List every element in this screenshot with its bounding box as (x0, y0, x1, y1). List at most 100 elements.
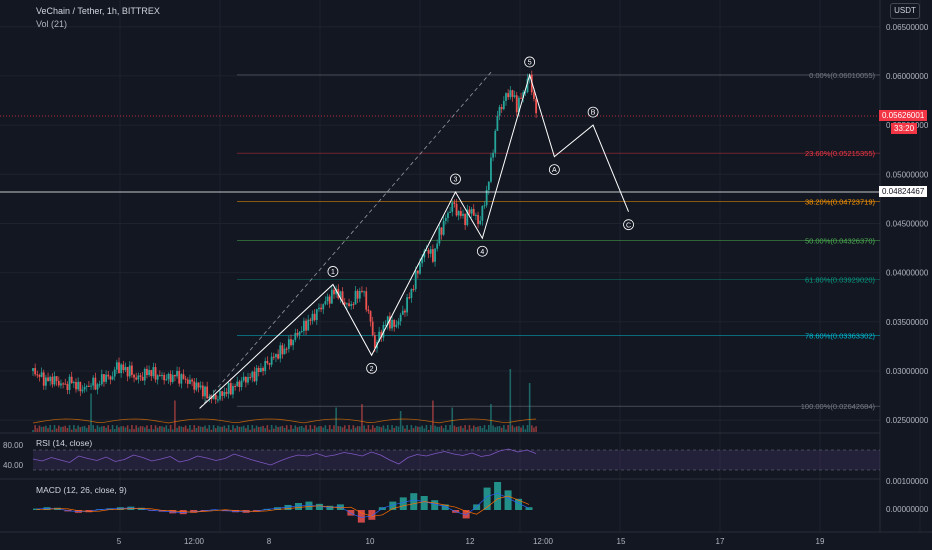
volume-bar (154, 425, 157, 432)
candle-body (298, 331, 301, 335)
candle-body (410, 289, 413, 299)
candle-body (363, 291, 365, 293)
volume-bar (161, 426, 163, 432)
candle-body (292, 339, 295, 346)
volume-bar (128, 429, 131, 432)
candle-body (305, 320, 307, 331)
candle-body (339, 291, 342, 299)
volume-bar (320, 426, 322, 432)
candle-body (195, 382, 198, 390)
candle-body (128, 365, 131, 377)
volume-bar (273, 428, 275, 432)
candle-body (378, 331, 381, 342)
candle-body (434, 248, 436, 262)
candle-body (92, 377, 95, 386)
candle-body (315, 309, 318, 321)
volume-bar (434, 425, 436, 432)
volume-bar (350, 429, 352, 432)
candle-body (311, 313, 314, 321)
y-tick-label: 0.04500000 (886, 219, 929, 228)
volume-bar (187, 428, 189, 432)
volume-bar (363, 425, 365, 432)
volume-bar (479, 425, 481, 432)
volume-bar (191, 429, 193, 432)
volume-bar (421, 425, 423, 432)
candle-body (361, 290, 363, 292)
volume-bar (399, 411, 402, 432)
candle-body (447, 212, 449, 218)
volume-bar (451, 407, 454, 432)
candle-body (438, 227, 441, 244)
volume-bar (397, 426, 400, 432)
volume-bar (146, 425, 148, 432)
volume-bar (260, 426, 262, 432)
volume-bar (324, 425, 327, 432)
wave-label-circle (623, 219, 634, 231)
candle-body (475, 214, 477, 216)
macd-tick-label: 0.00100000 (886, 477, 929, 486)
volume-bar (531, 425, 533, 432)
volume-bar (141, 426, 144, 432)
candle-body (333, 289, 335, 295)
candle-body (520, 97, 522, 99)
macd-histogram-bar (305, 501, 313, 510)
volume-bar (307, 429, 309, 432)
volume-bar (438, 426, 441, 432)
x-tick-label: 19 (816, 537, 825, 546)
candle-body (184, 378, 187, 380)
volume-bar (126, 425, 129, 432)
volume-bar (526, 425, 529, 432)
volume-bar (77, 425, 79, 432)
candle-body (227, 383, 230, 394)
volume-bar (118, 427, 120, 432)
volume-bar (436, 426, 438, 432)
candle-body (287, 339, 290, 349)
volume-bar (507, 425, 509, 432)
candle-body (421, 257, 424, 264)
volume-bar (462, 428, 464, 432)
volume-bar (64, 425, 67, 432)
volume-bar (55, 428, 58, 432)
volume-bar (328, 425, 331, 432)
candle-body (524, 92, 527, 94)
candle-body (217, 399, 219, 401)
candle-body (152, 367, 155, 377)
volume-bar (107, 425, 110, 432)
macd-histogram-bar (294, 503, 302, 510)
candle-body (449, 211, 451, 213)
candle-body (204, 386, 206, 397)
candle-body (49, 376, 52, 382)
candle-body (466, 209, 469, 226)
candle-body (212, 394, 215, 400)
macd-histogram-bar (420, 496, 428, 510)
volume-bar (236, 425, 239, 432)
volume-bar (225, 428, 228, 432)
candle-body (242, 376, 245, 381)
volume-bar (264, 428, 266, 432)
volume-bar (137, 427, 140, 432)
candle-body (72, 382, 75, 384)
volume-bar (152, 429, 155, 432)
macd-histogram-bar (315, 503, 323, 510)
candle-body (432, 249, 434, 262)
wave-label: 4 (480, 249, 484, 256)
volume-bar (515, 426, 518, 432)
macd-histogram-bar (462, 510, 470, 519)
currency-button[interactable]: USDT (890, 3, 920, 19)
candle-body (57, 380, 60, 386)
candle-body (401, 310, 404, 315)
volume-bar (277, 427, 279, 432)
macd-histogram-bar (389, 501, 397, 510)
volume-bar (214, 428, 217, 432)
volume-bar (369, 429, 372, 432)
candle-body (408, 297, 411, 299)
candle-body (320, 307, 322, 310)
volume-bar (122, 426, 125, 432)
volume-bar (498, 425, 501, 432)
candle-body (496, 115, 499, 131)
elliott-wave-line (199, 73, 630, 409)
candle-body (229, 383, 232, 395)
candle-body (126, 367, 129, 377)
volume-bar (62, 426, 64, 432)
